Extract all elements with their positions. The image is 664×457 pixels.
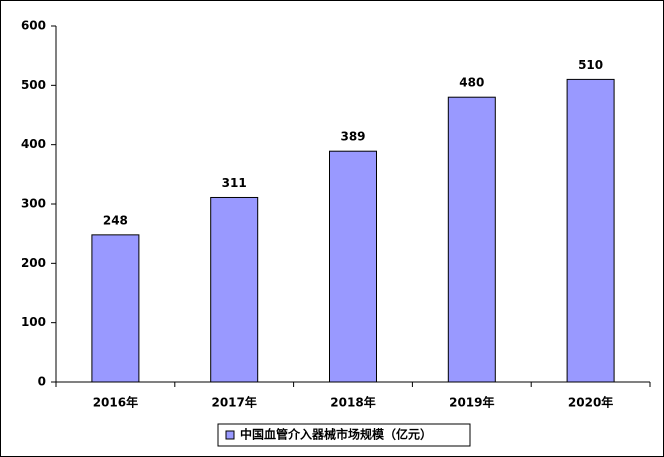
- legend-box: [217, 423, 471, 447]
- bar: [91, 234, 140, 383]
- x-tick-label: 2018年: [330, 395, 375, 410]
- bar: [566, 78, 615, 383]
- legend-label: 中国血管介入器械市场规模（亿元）: [240, 427, 432, 442]
- x-tick-label: 2019年: [449, 395, 494, 410]
- legend-swatch: [225, 430, 235, 440]
- data-label: 480: [459, 76, 484, 90]
- y-tick-label: 0: [38, 375, 46, 389]
- y-tick-label: 500: [21, 78, 46, 92]
- data-label: 389: [340, 130, 365, 144]
- x-tick-label: 2017年: [211, 395, 256, 410]
- data-label: 510: [578, 58, 603, 72]
- y-tick-label: 100: [21, 315, 46, 329]
- y-tick-label: 300: [21, 197, 46, 211]
- bar: [447, 96, 496, 383]
- bar: [210, 196, 259, 383]
- x-tick-label: 2016年: [93, 395, 138, 410]
- bar: [329, 150, 377, 383]
- x-tick-label: 2020年: [568, 395, 613, 410]
- y-tick-label: 200: [21, 256, 46, 270]
- data-label: 248: [103, 213, 128, 227]
- y-tick-label: 600: [21, 19, 46, 33]
- data-label: 311: [222, 176, 247, 190]
- y-tick-label: 400: [21, 137, 46, 151]
